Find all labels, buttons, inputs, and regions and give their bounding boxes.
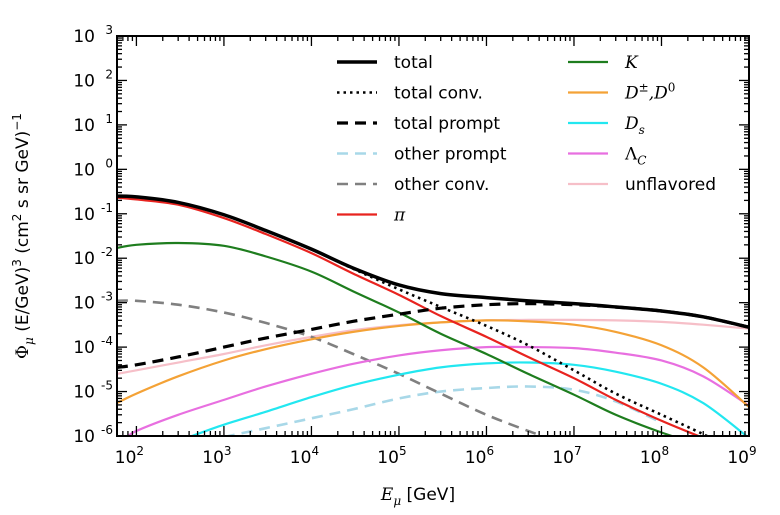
y-axis-label-units-power: −1: [10, 113, 24, 131]
curves-layer: [117, 194, 749, 436]
x-axis-label-subscript: μ: [393, 494, 401, 508]
series-line-lambdac: [127, 345, 749, 436]
y-tick-label: 10 -2: [73, 245, 113, 269]
legend-label: other prompt: [394, 145, 507, 165]
y-tick-label: 10 1: [73, 112, 113, 136]
legend-label: total conv.: [394, 84, 483, 104]
x-axis-label: Eμ [GeV]: [380, 485, 455, 508]
series-line-total: [117, 194, 749, 329]
x-tick-label: 108: [640, 444, 669, 468]
legend-label: unflavored: [625, 175, 716, 195]
legend: total total conv. total prompt other prompt…: [337, 53, 716, 226]
y-axis-label-units: s sr GeV): [13, 131, 33, 214]
y-tick-label: 10 2: [73, 67, 113, 91]
y-tick-label: 10 -4: [73, 334, 113, 358]
legend-entry-total-prompt: total prompt: [337, 114, 500, 134]
y-axis-label-energy: (E/GeV): [13, 267, 33, 337]
legend-label: K: [624, 53, 639, 73]
series-line-pi: [117, 196, 702, 436]
legend-entry-ds: Ds: [568, 114, 645, 137]
x-axis-label-unit: [GeV]: [401, 485, 455, 505]
legend-label: other conv.: [394, 175, 489, 195]
y-axis-label: Φμ (E/GeV)3 (cm2 s sr GeV)−1: [10, 113, 36, 359]
x-tick-label: 103: [202, 444, 231, 468]
legend-entry-lambdac: ΛC: [568, 145, 646, 168]
y-axis-label-phi: Φ: [13, 345, 33, 359]
legend-label: Ds: [624, 114, 645, 137]
x-tick-labels: 102 103 104 105 106 107 108 109: [115, 444, 757, 468]
y-tick-label: 10 3: [73, 23, 113, 47]
x-tick-label: 107: [552, 444, 581, 468]
legend-label: π: [393, 206, 406, 226]
series-line-other-prompt: [223, 385, 663, 436]
y-axis-label-area-power: 2: [10, 214, 24, 222]
series-line-dpm-d0: [117, 319, 749, 408]
legend-label: total prompt: [394, 114, 500, 134]
x-tick-label: 105: [377, 444, 406, 468]
x-tick-label: 104: [290, 444, 319, 468]
legend-entry-unflavored: unflavored: [568, 175, 716, 195]
legend-label: total: [394, 53, 433, 73]
series-line-k: [117, 241, 676, 436]
legend-entry-other-prompt: other prompt: [337, 145, 507, 165]
y-axis-label-energy-power: 3: [10, 259, 24, 267]
series-line-unflavored: [117, 318, 749, 375]
legend-entry-other-conv: other conv.: [337, 175, 489, 195]
y-tick-label: 10 0: [73, 156, 113, 180]
legend-entry-k: K: [568, 53, 639, 73]
legend-entry-total: total: [337, 53, 433, 73]
x-tick-label: 106: [465, 444, 494, 468]
y-axis-label-area: (cm: [13, 221, 33, 259]
legend-entry-total-conv: total conv.: [337, 84, 483, 104]
series-line-ds: [188, 361, 749, 436]
legend-label: D±,D0: [624, 81, 675, 104]
y-tick-label: 10 -6: [73, 423, 113, 447]
x-axis-label-symbol: E: [380, 485, 394, 505]
x-tick-label: 109: [727, 444, 756, 468]
plot-frame: [116, 35, 750, 437]
legend-label: ΛC: [624, 145, 646, 168]
y-tick-label: 10 -1: [73, 201, 113, 225]
legend-entry-pi: π: [337, 206, 406, 226]
y-tick-label: 10 -3: [73, 290, 113, 314]
legend-entry-dpm-d0: D±,D0: [568, 81, 675, 104]
y-tick-label: 10 -5: [73, 379, 113, 403]
y-axis-label-phi-subscript: μ: [22, 337, 36, 345]
series-line-other-conv: [117, 299, 547, 436]
x-tick-label: 102: [115, 444, 144, 468]
